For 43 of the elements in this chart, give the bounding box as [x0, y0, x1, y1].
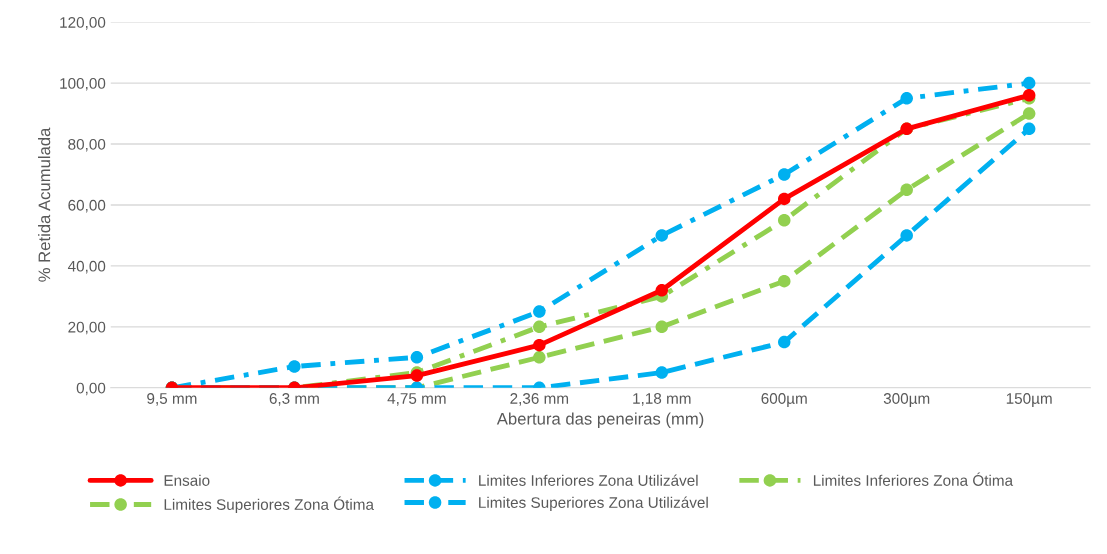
point [533, 305, 546, 318]
point [1022, 76, 1036, 90]
point [777, 274, 791, 288]
x-tick-label: 9,5 mm [147, 393, 197, 406]
y-tick-label: 120,00 [60, 17, 106, 30]
y-tick-label: 40,00 [67, 260, 106, 274]
legend-label: Limites Superiores Zona Ótima [164, 496, 374, 513]
point [533, 351, 546, 364]
legend-label: Limites Superiores Zona Utilizável [479, 496, 708, 511]
point [288, 360, 301, 373]
point [655, 366, 669, 379]
point [1022, 122, 1036, 136]
point [410, 351, 424, 364]
y-tick-label: 80,00 [68, 138, 106, 152]
legend-label: Ensaio [164, 474, 210, 486]
x-tick-label: 600µm [761, 393, 807, 407]
point [533, 320, 546, 334]
point [777, 335, 791, 349]
point [777, 192, 791, 206]
legend-label: Limites Inferiores Zona Ótima [813, 472, 1014, 486]
point [777, 213, 791, 227]
point [777, 168, 791, 181]
y-axis-title: % Retida Acumulada [38, 127, 51, 282]
x-tick-label: 2,36 mm [510, 393, 569, 406]
x-tick-label: 1,18 mm [633, 393, 691, 406]
y-tick-label: 20,00 [68, 321, 106, 335]
point [655, 284, 669, 297]
point [655, 229, 669, 242]
y-tick-label: 60,00 [68, 199, 106, 213]
y-tick-label: 100,00 [60, 77, 106, 91]
point [533, 338, 546, 352]
x-tick-label: 6,3 mm [269, 393, 319, 406]
point [900, 92, 913, 105]
x-axis-title: Abertura das peneiras (mm) [496, 412, 704, 428]
x-tick-label: 150µm [1006, 393, 1052, 407]
y-tick-label: 0,00 [76, 382, 106, 396]
point [900, 183, 913, 196]
point [1022, 107, 1036, 120]
x-tick-label: 4,75 mm [387, 393, 446, 406]
point [655, 320, 669, 334]
point [900, 229, 913, 242]
legend-label: Limites Inferiores Zona Utilizável [479, 474, 698, 486]
x-tick-label: 300µm [883, 393, 930, 407]
